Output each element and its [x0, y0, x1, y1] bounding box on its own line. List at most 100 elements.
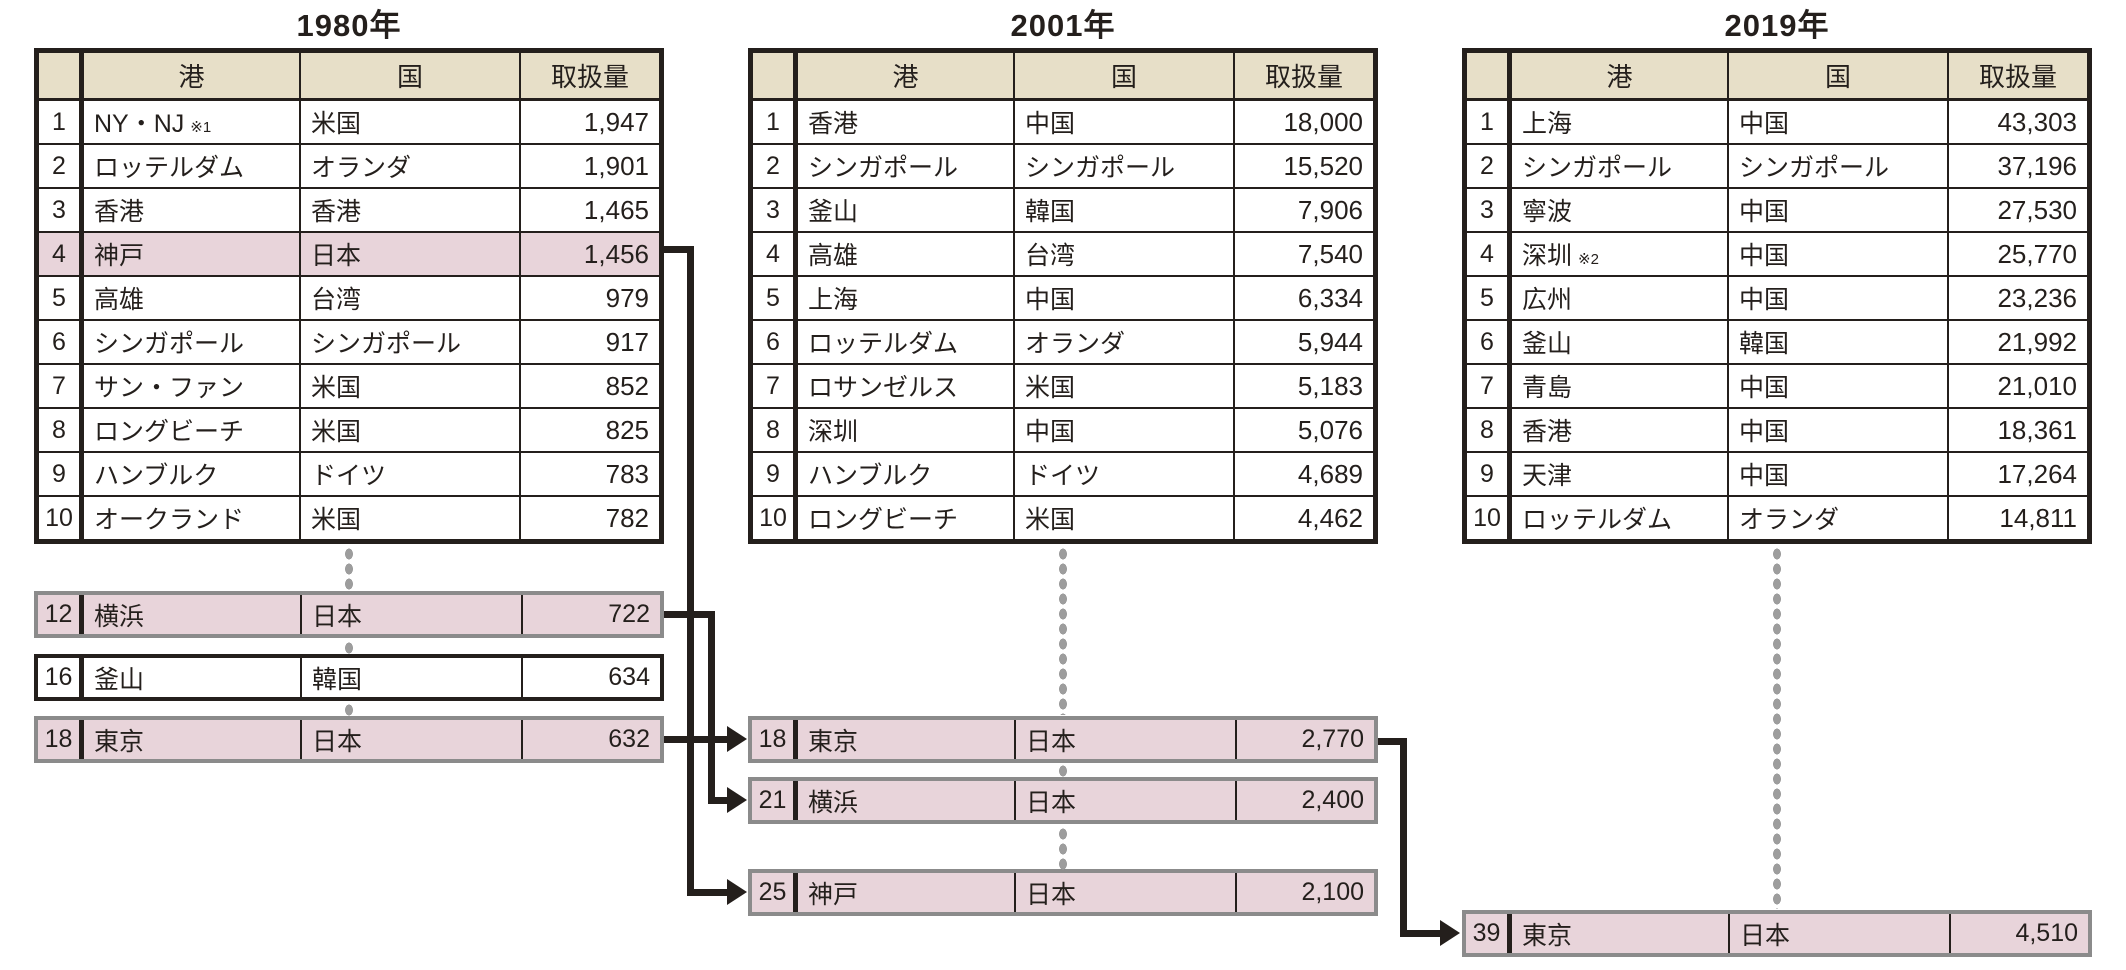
- header-country-cell: 国: [299, 53, 519, 98]
- rank-cell: 39: [1472, 919, 1501, 947]
- port-name: NY・NJ: [94, 110, 185, 138]
- table-row: 10 ロングビーチ 米国 4,462: [753, 495, 1373, 539]
- port-cell: 上海: [1507, 101, 1727, 143]
- rank-cell: 1: [52, 107, 66, 136]
- volume-cell: 6,334: [1233, 277, 1373, 319]
- country-cell: 中国: [1727, 365, 1947, 407]
- table-row: 9 ハンブルク ドイツ 783: [39, 451, 659, 495]
- port-name: サン・ファン: [94, 374, 245, 402]
- port-cell: 横浜: [793, 781, 1014, 820]
- volume-cell: 632: [521, 720, 660, 759]
- country-cell: 台湾: [1013, 233, 1233, 275]
- port-name: ロッテルダム: [94, 154, 245, 182]
- connector-arrowhead-icon: [727, 787, 747, 813]
- volume-cell: 4,462: [1233, 497, 1373, 539]
- table-row: 8 深圳 中国 5,076: [753, 407, 1373, 451]
- table-row: 9 天津 中国 17,264: [1467, 451, 2087, 495]
- port-name: 横浜: [94, 602, 145, 631]
- volume-cell: 2,100: [1235, 873, 1374, 912]
- connector-line: [687, 246, 694, 896]
- volume-cell: 4,689: [1233, 453, 1373, 495]
- port-name: 東京: [1522, 921, 1573, 950]
- country-cell: 米国: [1013, 365, 1233, 407]
- port-cell: 釜山: [793, 189, 1013, 231]
- country-cell: シンガポール: [1727, 145, 1947, 187]
- ranking-table: 港 国 取扱量 1 上海 中国 43,303 2 シンガポール シンガポール 3…: [1462, 48, 2092, 544]
- rank-cell: 8: [52, 415, 66, 444]
- table-row: 1 香港 中国 18,000: [753, 101, 1373, 143]
- rank-cell: 5: [1480, 283, 1494, 312]
- port-name: 東京: [808, 727, 859, 756]
- table-row: 4 神戸 日本 1,456: [39, 231, 659, 275]
- country-cell: 中国: [1013, 409, 1233, 451]
- rank-cell: 9: [52, 459, 66, 488]
- rank-cell: 9: [1480, 459, 1494, 488]
- rank-cell: 4: [1480, 239, 1494, 268]
- extra-ranked-row: 18 東京 日本 632: [34, 716, 664, 763]
- port-name: 広州: [1522, 286, 1573, 314]
- port-name: 釜山: [808, 198, 859, 226]
- port-cell: ハンブルク: [79, 453, 299, 495]
- port-cell: 高雄: [793, 233, 1013, 275]
- country-cell: ドイツ: [299, 453, 519, 495]
- table-row: 2 シンガポール シンガポール 37,196: [1467, 143, 2087, 187]
- port-cell: 香港: [793, 101, 1013, 143]
- ranking-table: 港 国 取扱量 1 香港 中国 18,000 2 シンガポール シンガポール 1…: [748, 48, 1378, 544]
- port-cell: 香港: [1507, 409, 1727, 451]
- rank-cell: 3: [1480, 195, 1494, 224]
- rank-cell: 9: [766, 459, 780, 488]
- table-row: 9 ハンブルク ドイツ 4,689: [753, 451, 1373, 495]
- volume-cell: 23,236: [1947, 277, 2087, 319]
- rank-cell: 4: [52, 239, 66, 268]
- country-cell: 中国: [1727, 277, 1947, 319]
- rank-cell: 6: [52, 327, 66, 356]
- rank-cell: 7: [52, 371, 66, 400]
- table-header-row: 港 国 取扱量: [753, 53, 1373, 101]
- port-name: 天津: [1522, 462, 1573, 490]
- table-row: 3 釜山 韓国 7,906: [753, 187, 1373, 231]
- table-row: 7 ロサンゼルス 米国 5,183: [753, 363, 1373, 407]
- country-cell: 台湾: [299, 277, 519, 319]
- volume-cell: 782: [519, 497, 659, 539]
- port-cell: サン・ファン: [79, 365, 299, 407]
- country-cell: 中国: [1727, 453, 1947, 495]
- ranking-table: 港 国 取扱量 1 NY・NJ ※1 米国 1,947 2 ロッテルダム オランダ…: [34, 48, 664, 544]
- port-name: 深圳: [1522, 242, 1573, 270]
- country-cell: シンガポール: [1013, 145, 1233, 187]
- table-row: 5 上海 中国 6,334: [753, 275, 1373, 319]
- connector-line: [708, 797, 729, 804]
- header-rank-cell: [753, 53, 793, 98]
- country-cell: 米国: [299, 497, 519, 539]
- rank-cell: 2: [1480, 151, 1494, 180]
- volume-cell: 825: [519, 409, 659, 451]
- rank-cell: 8: [1480, 415, 1494, 444]
- rank-cell: 5: [52, 283, 66, 312]
- port-cell: ハンブルク: [793, 453, 1013, 495]
- table-row: 2 シンガポール シンガポール 15,520: [753, 143, 1373, 187]
- dotted-ellipsis: [343, 641, 355, 656]
- port-name: ハンブルク: [808, 462, 933, 490]
- table-header-row: 港 国 取扱量: [1467, 53, 2087, 101]
- country-cell: 米国: [299, 409, 519, 451]
- table-row: 3 香港 香港 1,465: [39, 187, 659, 231]
- country-cell: 中国: [1727, 101, 1947, 143]
- rank-cell: 7: [766, 371, 780, 400]
- header-port-cell: 港: [793, 53, 1013, 98]
- table-row: 10 オークランド 米国 782: [39, 495, 659, 539]
- port-cell: ロッテルダム: [1507, 497, 1727, 539]
- rank-cell: 8: [766, 415, 780, 444]
- country-cell: 中国: [1013, 101, 1233, 143]
- extra-ranked-row: 16 釜山 韓国 634: [34, 654, 664, 701]
- rank-cell: 7: [1480, 371, 1494, 400]
- volume-cell: 917: [519, 321, 659, 363]
- table-row: 8 香港 中国 18,361: [1467, 407, 2087, 451]
- country-cell: 中国: [1013, 277, 1233, 319]
- header-port-cell: 港: [79, 53, 299, 98]
- dotted-ellipsis: [343, 703, 355, 718]
- country-cell: ドイツ: [1013, 453, 1233, 495]
- country-cell: 米国: [299, 365, 519, 407]
- table-row: 4 高雄 台湾 7,540: [753, 231, 1373, 275]
- volume-cell: 979: [519, 277, 659, 319]
- connector-line: [664, 611, 715, 618]
- header-rank-cell: [1467, 53, 1507, 98]
